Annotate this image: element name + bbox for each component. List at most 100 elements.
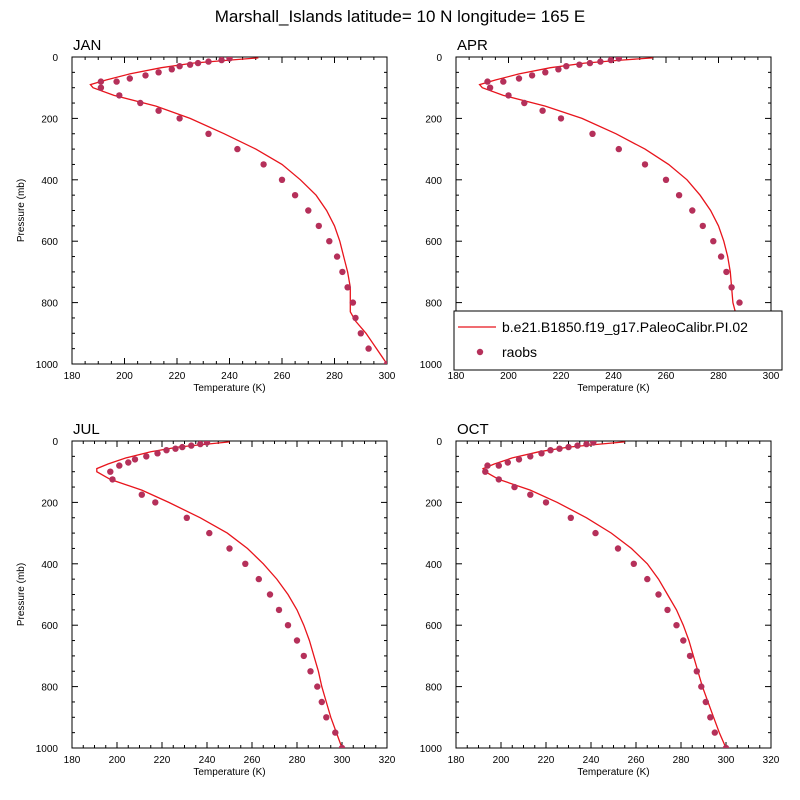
x-tick-label: 260	[244, 755, 261, 766]
obs-point	[717, 253, 725, 260]
obs-point	[255, 575, 262, 583]
obs-point	[615, 145, 622, 153]
x-tick-label: 200	[116, 371, 133, 382]
obs-point	[484, 78, 491, 85]
obs-point	[333, 253, 341, 260]
obs-point	[574, 442, 581, 449]
y-tick-label: 400	[41, 560, 58, 571]
y-tick-label: 1000	[420, 744, 443, 755]
y-tick-label: 600	[425, 237, 442, 248]
obs-point	[226, 57, 233, 62]
obs-point	[723, 268, 730, 276]
obs-point	[266, 591, 274, 598]
obs-point	[515, 75, 523, 82]
y-axis-label: Pressure (mb)	[16, 179, 27, 242]
x-tick-label: 260	[628, 755, 645, 766]
obs-point	[318, 698, 325, 706]
legend-obs-label: raobs	[502, 344, 537, 360]
obs-point	[586, 59, 594, 67]
x-axis-label: Temperature (K)	[193, 767, 265, 778]
x-tick-label: 280	[289, 755, 306, 766]
x-tick-label: 300	[763, 371, 780, 382]
x-tick-label: 220	[553, 371, 570, 382]
obs-point	[332, 729, 339, 736]
panel-label-apr: APR	[457, 37, 488, 54]
obs-point	[109, 476, 116, 483]
panel-label-oct: OCT	[457, 421, 489, 438]
legend-box	[453, 310, 783, 371]
x-axis-label: Temperature (K)	[193, 383, 265, 394]
obs-point	[142, 72, 149, 79]
x-axis-label: Temperature (K)	[577, 767, 649, 778]
obs-point	[607, 57, 615, 64]
obs-point	[710, 238, 717, 245]
obs-point	[527, 491, 534, 498]
obs-point	[590, 441, 597, 446]
panel-label-jul: JUL	[73, 421, 100, 438]
obs-point	[567, 514, 574, 521]
legend-obs-swatch	[476, 348, 484, 356]
obs-point	[528, 72, 536, 79]
panel-label-jan: JAN	[73, 37, 101, 54]
obs-point	[152, 499, 159, 506]
obs-point	[383, 360, 387, 364]
obs-point	[205, 130, 212, 137]
obs-point	[689, 207, 696, 214]
panel-jul: 180 200 220 240 260 280 300 320 0 200 400 600 800 100…	[16, 421, 396, 778]
y-tick-label: 600	[425, 621, 442, 632]
obs-point	[495, 476, 502, 483]
obs-point	[305, 207, 312, 214]
x-tick-label: 220	[169, 371, 186, 382]
y-tick-label: 400	[425, 560, 442, 571]
obs-point	[698, 683, 705, 690]
obs-point	[260, 161, 267, 168]
x-tick-label: 220	[154, 755, 171, 766]
y-tick-label: 800	[41, 683, 58, 694]
obs-point	[188, 442, 195, 449]
obs-point	[226, 545, 233, 552]
x-tick-label: 200	[493, 755, 510, 766]
x-tick-label: 180	[64, 755, 81, 766]
obs-point	[482, 468, 489, 475]
y-tick-label: 1000	[420, 360, 443, 371]
x-tick-label: 280	[673, 755, 690, 766]
y-tick-label: 400	[425, 176, 442, 187]
x-tick-label: 280	[326, 371, 343, 382]
obs-point	[206, 529, 213, 537]
y-tick-label: 0	[436, 53, 442, 64]
x-tick-label: 200	[500, 371, 517, 382]
panel-oct: 180 200 220 240 260 280 300 320 0 200 400 600 800 100…	[420, 421, 780, 778]
obs-point	[172, 445, 179, 452]
x-tick-label: 280	[710, 371, 727, 382]
obs-point	[126, 75, 133, 82]
obs-point	[197, 441, 204, 448]
obs-point	[699, 222, 706, 230]
obs-point	[326, 238, 333, 245]
obs-point	[357, 330, 364, 337]
obs-point	[137, 99, 144, 107]
obs-point	[589, 130, 596, 137]
obs-point	[315, 222, 322, 230]
obs-point	[728, 284, 735, 291]
obs-point	[116, 92, 123, 99]
obs-point	[662, 176, 670, 183]
obs-point	[484, 462, 491, 469]
y-tick-label: 800	[425, 299, 442, 310]
obs-point	[500, 78, 507, 85]
obs-point	[655, 591, 662, 598]
obs-point	[179, 443, 186, 451]
obs-point	[702, 698, 709, 706]
obs-point	[138, 491, 145, 498]
obs-point	[155, 107, 162, 114]
obs-point	[344, 284, 351, 291]
x-tick-label: 240	[605, 371, 622, 382]
obs-point	[203, 441, 211, 446]
obs-point	[284, 622, 292, 629]
obs-point	[597, 58, 604, 65]
obs-point	[505, 92, 512, 99]
obs-point	[338, 744, 346, 748]
x-tick-label: 260	[274, 371, 291, 382]
obs-point	[576, 61, 583, 68]
obs-point	[275, 606, 283, 614]
obs-point	[143, 453, 150, 460]
